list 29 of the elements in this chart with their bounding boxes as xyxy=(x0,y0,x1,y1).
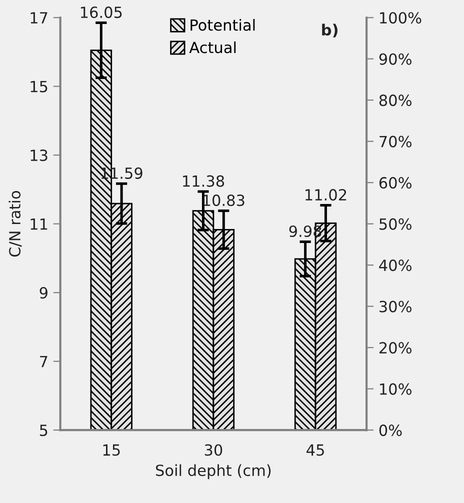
y2-tick-label: 60% xyxy=(379,177,412,189)
y2-tick-label: 100% xyxy=(380,12,422,24)
y2-tick-label: 50% xyxy=(380,218,412,230)
y2-tick-label: 30% xyxy=(380,300,412,312)
y-tick-label: 5 xyxy=(40,424,48,436)
y-tick-label: 9 xyxy=(40,287,48,299)
y-tick-label: 17 xyxy=(30,12,48,24)
data-label: 16.05 xyxy=(80,6,122,18)
legend-label: Potential xyxy=(190,18,255,31)
y2-tick-label: 20% xyxy=(379,342,412,354)
legend-label: Actual xyxy=(189,41,236,54)
y-tick-label: 15 xyxy=(30,81,48,92)
y-tick-label: 11 xyxy=(30,218,48,230)
x-tick-label: 30 xyxy=(204,444,222,456)
x-tick-label: 15 xyxy=(103,444,120,456)
y2-tick-label: 40% xyxy=(379,260,412,272)
annotation: b) xyxy=(322,24,338,38)
y2-tick-label: 70% xyxy=(380,136,412,148)
x-axis-title: Soil depht (cm) xyxy=(156,464,271,480)
data-label: 11.02 xyxy=(306,189,346,201)
y-tick-label: 13 xyxy=(30,150,48,162)
y-tick-label: 7 xyxy=(40,356,48,368)
y2-tick-label: 90% xyxy=(379,53,412,65)
y2-tick-label: 0% xyxy=(379,424,402,436)
x-tick-label: 45 xyxy=(306,444,324,456)
y-axis-title: C/N ratio xyxy=(8,191,22,257)
y2-tick-label: 80% xyxy=(379,94,412,106)
data-label: 11.38 xyxy=(183,175,224,187)
y2-tick-label: 10% xyxy=(380,383,412,395)
